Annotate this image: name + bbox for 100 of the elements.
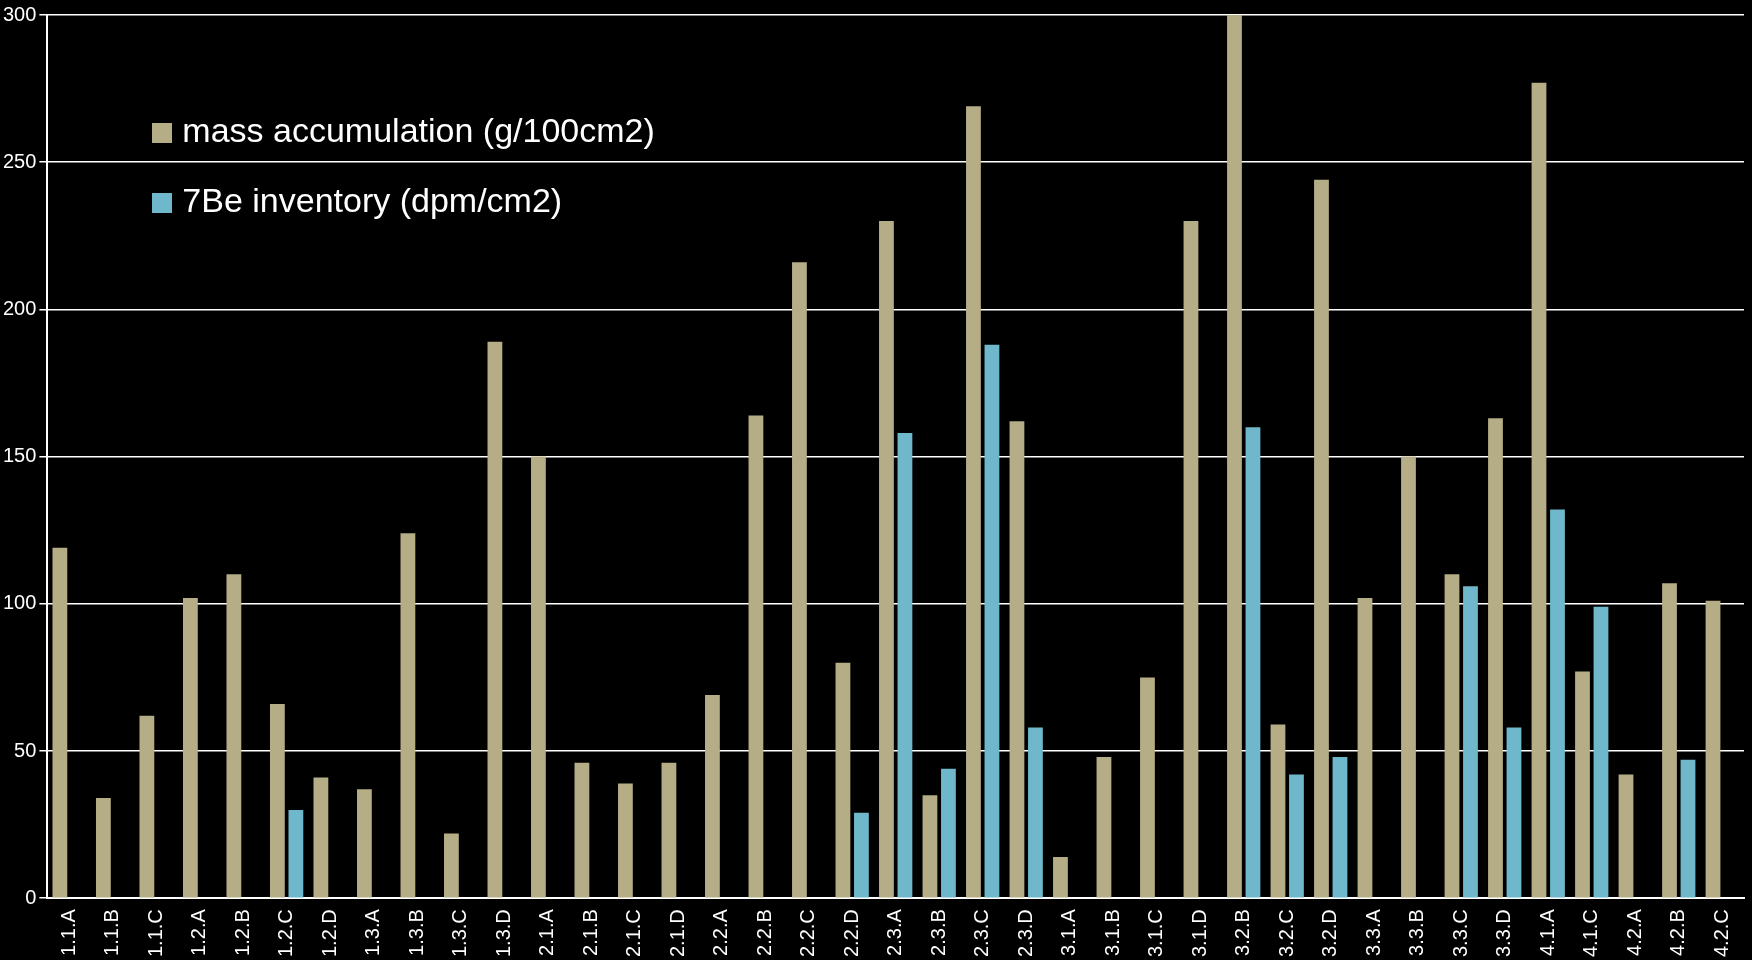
x-tick-label: 2.1.C — [622, 909, 645, 958]
bar — [1463, 586, 1478, 898]
x-tick-label: 3.3.D — [1492, 909, 1515, 958]
bar — [1401, 456, 1416, 898]
x-tick-label: 1.3.D — [491, 909, 514, 958]
bar — [182, 597, 198, 898]
bar — [1332, 756, 1348, 898]
bar — [1680, 759, 1696, 898]
y-tick-label: 0 — [25, 885, 37, 908]
bar — [1053, 856, 1068, 898]
bar — [854, 812, 869, 898]
x-tick-label: 1.1.B — [100, 909, 123, 956]
x-tick-label: 1.1.C — [143, 909, 166, 958]
x-tick-label: 3.1.B — [1100, 909, 1123, 956]
bar — [226, 574, 242, 898]
x-tick-label: 2.1.A — [535, 908, 558, 956]
bar — [1028, 727, 1043, 898]
bar — [1506, 727, 1522, 898]
bar — [748, 415, 764, 898]
bar — [1270, 724, 1286, 898]
y-tick-label: 250 — [2, 149, 37, 172]
y-tick-label: 100 — [2, 591, 37, 614]
bar — [661, 762, 677, 898]
bar — [1096, 756, 1112, 898]
bar — [288, 809, 304, 898]
bar — [1009, 421, 1025, 898]
x-tick-label: 3.1.C — [1144, 909, 1167, 958]
x-tick-label: 4.2.C — [1709, 909, 1732, 958]
x-tick-label: 3.2.D — [1318, 909, 1341, 958]
legend-label: 7Be inventory (dpm/cm2) — [181, 180, 564, 221]
bar — [705, 695, 720, 898]
bar — [1245, 427, 1261, 898]
x-tick-label: 1.2.B — [230, 909, 253, 956]
bar — [1662, 583, 1677, 898]
x-tick-label: 3.2.B — [1231, 909, 1254, 956]
bar — [879, 221, 894, 898]
x-tick-label: 2.3.C — [970, 909, 993, 958]
legend-label: mass accumulation (g/100cm2) — [181, 110, 655, 151]
bar — [574, 762, 590, 898]
bar — [792, 262, 807, 898]
x-tick-label: 2.2.D — [839, 909, 862, 958]
bar — [1357, 597, 1373, 898]
x-tick-label: 1.2.A — [187, 908, 210, 956]
bar — [922, 795, 938, 898]
bar — [270, 703, 285, 898]
x-tick-label: 4.2.A — [1622, 908, 1645, 956]
bar — [444, 833, 459, 898]
bar — [1227, 15, 1242, 898]
x-tick-label: 2.1.B — [578, 909, 601, 956]
x-tick-label: 2.3.B — [926, 909, 949, 956]
bar — [1289, 774, 1304, 898]
bar — [1705, 600, 1721, 898]
bar — [1183, 221, 1199, 898]
bar — [984, 344, 1000, 898]
bar — [1575, 671, 1590, 898]
bar — [531, 456, 546, 898]
bar — [95, 798, 111, 898]
bar — [400, 533, 416, 898]
x-tick-label: 3.1.D — [1187, 909, 1210, 958]
x-tick-label: 3.2.C — [1274, 909, 1297, 958]
x-tick-label: 3.1.A — [1057, 908, 1080, 956]
bar — [1488, 418, 1503, 898]
x-tick-label: 2.1.D — [665, 909, 688, 958]
bar — [1314, 179, 1329, 898]
x-tick-label: 4.2.B — [1666, 909, 1689, 956]
bar — [897, 433, 913, 898]
x-tick-label: 2.2.A — [709, 908, 732, 956]
bar — [487, 341, 503, 898]
bar — [618, 783, 633, 898]
bar — [1531, 82, 1547, 898]
x-tick-label: 1.3.B — [404, 909, 427, 956]
x-tick-label: 2.3.A — [883, 908, 906, 956]
x-tick-label: 2.2.C — [796, 909, 819, 958]
x-tick-label: 3.3.B — [1405, 909, 1428, 956]
x-tick-label: 1.1.A — [56, 908, 79, 956]
bar — [966, 106, 981, 898]
y-tick-label: 50 — [14, 738, 37, 761]
bar — [1593, 606, 1609, 898]
bar — [835, 662, 851, 898]
x-tick-label: 1.3.A — [361, 908, 384, 956]
bar — [139, 715, 155, 898]
bar — [52, 547, 68, 898]
y-tick-label: 200 — [2, 296, 37, 319]
x-tick-label: 3.3.A — [1361, 908, 1384, 956]
bar — [1618, 774, 1634, 898]
x-tick-label: 1.2.D — [317, 909, 340, 958]
y-tick-label: 150 — [2, 444, 37, 467]
bar — [357, 789, 372, 898]
bar — [941, 768, 956, 898]
x-tick-label: 1.2.C — [274, 909, 297, 958]
x-tick-label: 2.3.D — [1013, 909, 1036, 958]
bar — [313, 777, 329, 898]
x-tick-label: 4.1.A — [1535, 908, 1558, 956]
bar — [1550, 509, 1565, 898]
x-tick-label: 3.3.C — [1448, 909, 1471, 958]
bar — [1140, 677, 1155, 898]
x-tick-label: 1.3.C — [448, 909, 471, 958]
bar — [1444, 574, 1460, 898]
y-tick-label: 300 — [2, 2, 37, 25]
x-tick-label: 2.2.B — [752, 909, 775, 956]
